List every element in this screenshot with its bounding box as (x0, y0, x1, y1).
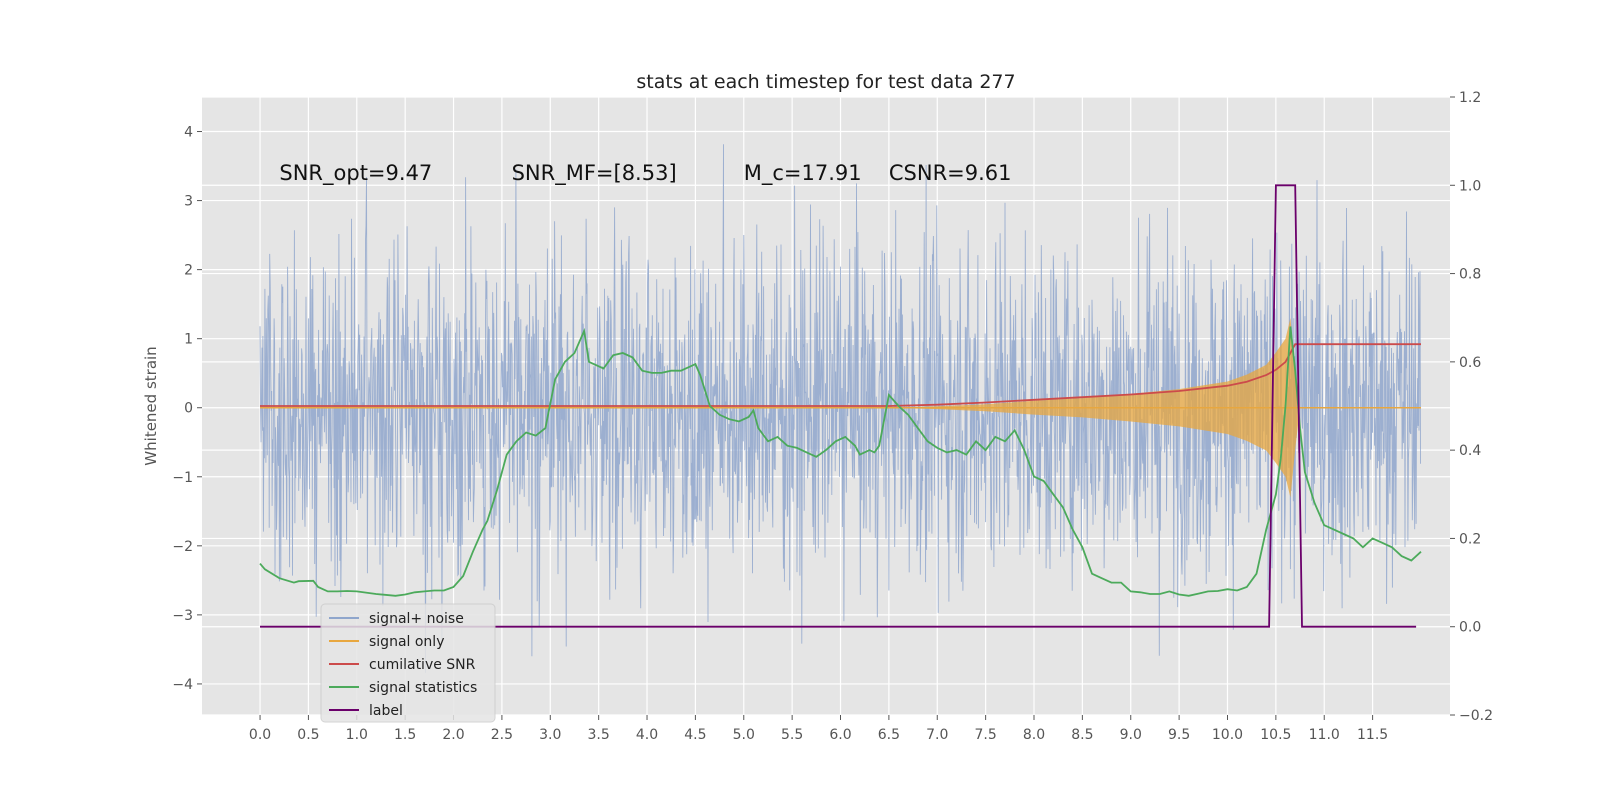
x-tick-label: 1.5 (394, 727, 416, 743)
y-tick-label: 4 (184, 125, 193, 141)
y-axis-label: Whitened strain (142, 346, 160, 465)
x-tick-label: 3.5 (588, 727, 610, 743)
line-series-group (259, 184, 1422, 628)
x-axis: 0.0 0.5 1.0 1.5 2.0 2.5 3.0 3.5 4.0 4.5 5.0 5.5 6.0 6… (249, 715, 1388, 743)
y-right-tick-label: 0.6 (1459, 355, 1481, 371)
x-tick-label: 0.0 (249, 727, 271, 743)
x-tick-label: 11.5 (1357, 727, 1388, 743)
y-tick-label: −1 (172, 470, 193, 486)
legend-label: signal+ noise (369, 611, 464, 627)
signal-series-group (260, 318, 1421, 498)
x-tick-label: 2.5 (491, 727, 513, 743)
legend-box (320, 603, 496, 723)
x-tick-label: 1.0 (346, 727, 368, 743)
x-tick-label: 8.5 (1071, 727, 1093, 743)
series-label (260, 184, 1417, 628)
x-tick-label: 7.5 (974, 727, 996, 743)
legend-label: signal statistics (369, 680, 477, 696)
x-tick-label: 11.0 (1309, 727, 1340, 743)
y-axis-right: 1.2 1.0 0.8 0.6 0.4 0.2 0.0 −0.2 (1450, 90, 1493, 724)
x-tick-label: 2.0 (442, 727, 464, 743)
x-tick-label: 3.0 (539, 727, 561, 743)
y-right-tick-label: 0.0 (1459, 620, 1481, 636)
annotation-2: M_c=17.91 (744, 161, 862, 186)
x-tick-label: 10.0 (1212, 727, 1243, 743)
y-axis-left: 4 3 2 1 0 −1 −2 −3 −4 (172, 125, 202, 693)
y-tick-label: −2 (172, 539, 193, 555)
y-right-tick-label: 1.2 (1459, 90, 1481, 106)
annotation-0: SNR_opt=9.47 (279, 161, 432, 186)
x-tick-label: 6.0 (829, 727, 851, 743)
x-tick-label: 9.0 (1120, 727, 1142, 743)
chart-title: stats at each timestep for test data 277 (636, 71, 1015, 93)
annotation-3: CSNR=9.61 (889, 161, 1012, 185)
legend: signal+ noise signal only cumilative SNR si… (320, 603, 496, 723)
y-right-tick-label: −0.2 (1459, 708, 1493, 724)
annotation-1: SNR_MF=[8.53] (512, 161, 677, 186)
y-right-tick-label: 1.0 (1459, 178, 1481, 194)
series-signal-statistics (259, 326, 1422, 597)
y-tick-label: 1 (184, 332, 193, 348)
x-tick-label: 10.5 (1260, 727, 1291, 743)
y-tick-label: −3 (172, 608, 193, 624)
x-tick-label: 4.5 (684, 727, 706, 743)
y-tick-label: 3 (184, 194, 193, 210)
legend-label: signal only (369, 634, 444, 650)
y-tick-label: 0 (184, 401, 193, 417)
series-cumilative-snr (260, 343, 1421, 407)
x-tick-label: 7.0 (926, 727, 948, 743)
y-tick-label: −4 (172, 677, 193, 693)
x-tick-label: 6.5 (878, 727, 900, 743)
x-tick-label: 9.5 (1168, 727, 1190, 743)
x-tick-label: 5.5 (781, 727, 803, 743)
legend-label: cumilative SNR (369, 657, 476, 673)
x-tick-label: 4.0 (636, 727, 658, 743)
y-right-tick-label: 0.8 (1459, 267, 1481, 283)
y-tick-label: 2 (184, 263, 193, 279)
x-tick-label: 0.5 (297, 727, 319, 743)
x-tick-label: 8.0 (1023, 727, 1045, 743)
legend-label: label (369, 703, 403, 719)
y-right-tick-label: 0.2 (1459, 531, 1481, 547)
annotations: SNR_opt=9.47 SNR_MF=[8.53] M_c=17.91 CSNR=9… (279, 161, 1011, 186)
y-right-tick-label: 0.4 (1459, 443, 1481, 459)
x-tick-label: 5.0 (733, 727, 755, 743)
